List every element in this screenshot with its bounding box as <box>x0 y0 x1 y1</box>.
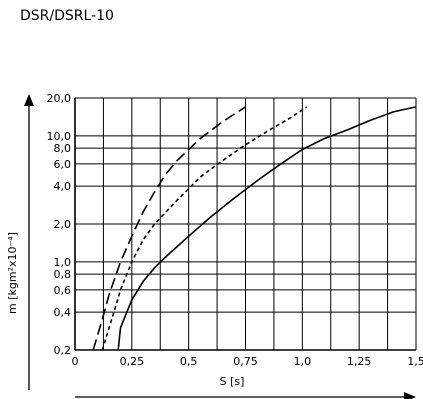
series-line-solid <box>117 106 417 351</box>
y-tick-label: 1,0 <box>54 256 72 269</box>
x-tick-label: 0,25 <box>120 355 145 368</box>
x-tick-label: 0 <box>72 355 79 368</box>
x-axis-label: S [s] <box>220 375 245 388</box>
tick-labels: 0 0,25 0,5 0,75 1,0 1,25 1,50,20,40,60,81,02,0… <box>47 92 423 368</box>
y-tick-label: 0,2 <box>54 344 72 357</box>
y-tick-label: 0,4 <box>54 306 72 319</box>
series-line-short-dash <box>101 106 308 351</box>
x-direction-arrowhead <box>404 392 416 399</box>
x-tick-label: 1,0 <box>294 355 312 368</box>
x-tick-label: 1,5 <box>407 355 423 368</box>
y-tick-label: 0,8 <box>54 268 72 281</box>
x-tick-label: 0,5 <box>180 355 198 368</box>
y-tick-label: 0,6 <box>54 284 72 297</box>
chart-title: DSR/DSRL-10 <box>20 8 114 24</box>
x-tick-label: 0,75 <box>233 355 258 368</box>
y-tick-label: 2,0 <box>54 218 72 231</box>
y-axis-label: m [kgm²x10⁻⁴] <box>6 232 19 314</box>
y-tick-label: 4,0 <box>54 180 72 193</box>
series-line-long-dash <box>92 106 246 351</box>
y-tick-label: 20,0 <box>47 92 72 105</box>
axes <box>24 94 417 399</box>
y-tick-label: 8,0 <box>54 142 72 155</box>
y-direction-arrowhead <box>24 94 34 106</box>
y-tick-label: 10,0 <box>47 130 72 143</box>
x-tick-label: 1,25 <box>347 355 372 368</box>
series-lines <box>92 106 417 351</box>
y-tick-label: 6,0 <box>54 158 72 171</box>
